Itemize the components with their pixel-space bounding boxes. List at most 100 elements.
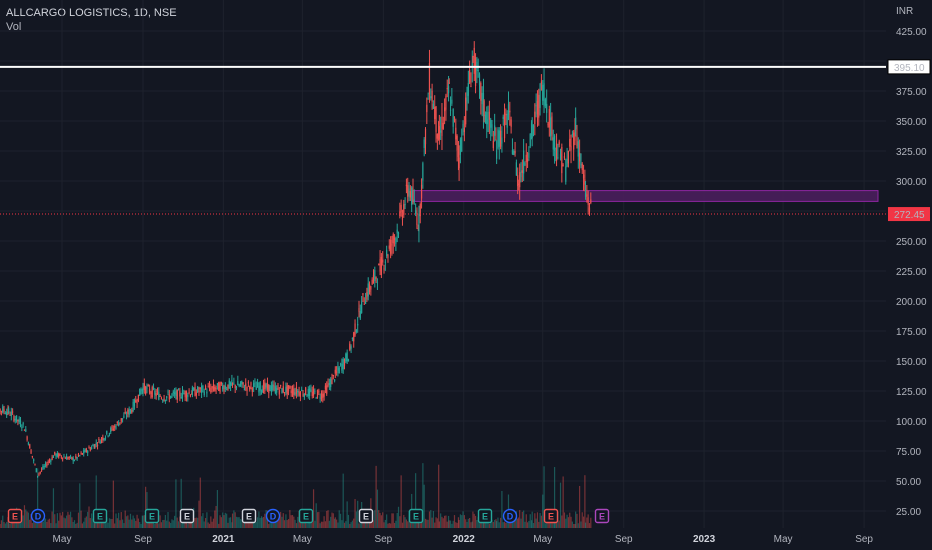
candle-body: [470, 86, 472, 88]
price-axis[interactable]: INR 25.00 50.00 75.00 100.00 125.00 150.00 175…: [896, 6, 927, 518]
support-zone[interactable]: [411, 190, 879, 202]
volume-bar: [143, 515, 145, 528]
volume-bar: [319, 523, 321, 528]
volume-bar: [220, 517, 222, 528]
candle-body: [408, 188, 410, 197]
candle-body: [80, 452, 82, 454]
volume-bar: [514, 516, 516, 528]
volume-bar: [72, 521, 74, 528]
earnings-marker[interactable]: E: [144, 508, 160, 524]
earnings-marker[interactable]: E: [298, 508, 314, 524]
volume-bar: [58, 520, 60, 528]
candle-body: [353, 332, 355, 342]
volume-bar: [162, 520, 164, 528]
dividend-circle: [265, 508, 281, 524]
volume-bar: [64, 518, 66, 528]
candle-body: [453, 116, 456, 119]
time-axis[interactable]: May Sep 2021 May Sep 2022 May Sep 2023 May Sep: [53, 534, 874, 545]
earnings-marker[interactable]: E: [358, 508, 374, 524]
candle-body: [150, 392, 152, 394]
candle-body: [215, 388, 217, 390]
earnings-marker[interactable]: E: [179, 508, 195, 524]
volume-bar: [569, 512, 571, 528]
earnings-marker[interactable]: E: [92, 508, 108, 524]
candle-body: [331, 377, 333, 385]
candle-body: [179, 391, 181, 397]
candle-body: [42, 466, 44, 469]
candle-body: [337, 366, 339, 371]
volume-bar: [431, 517, 433, 528]
candle-body: [543, 83, 545, 107]
volume-bar: [397, 506, 400, 528]
volume-bar: [515, 511, 517, 528]
dividend-marker[interactable]: D: [265, 508, 281, 524]
candle-body: [222, 385, 224, 390]
y-tick-label: 325.00: [896, 147, 927, 158]
candle-body: [253, 383, 255, 387]
candle-body: [542, 84, 544, 101]
volume-bar: [529, 514, 531, 528]
dividend-marker[interactable]: D: [30, 508, 46, 524]
candle-body: [152, 387, 155, 390]
volume-bar: [459, 514, 462, 528]
volume-bar: [330, 516, 332, 528]
candle-body: [456, 135, 458, 151]
earnings-marker[interactable]: E: [7, 508, 23, 524]
candle-body: [552, 137, 554, 150]
candle-body: [110, 428, 112, 433]
candle-body: [197, 386, 199, 392]
candle-body: [570, 145, 572, 151]
candle-body: [9, 414, 11, 416]
volume-bar: [353, 518, 355, 528]
earnings-marker[interactable]: E: [408, 508, 424, 524]
candle-body: [235, 386, 238, 389]
candle-body: [424, 128, 427, 145]
candle-body: [388, 245, 390, 249]
volume-bar: [542, 494, 544, 528]
earnings-marker[interactable]: E: [477, 508, 493, 524]
candle-body: [379, 258, 381, 272]
volume-bar: [456, 522, 458, 528]
level-lines[interactable]: [0, 65, 886, 215]
candle-body: [523, 150, 525, 174]
volume-bar: [297, 516, 299, 528]
candle-body: [361, 301, 363, 313]
candle-body: [4, 413, 6, 415]
candle-body: [175, 391, 177, 396]
volume-bar: [432, 511, 435, 528]
x-tick-label: May: [533, 534, 552, 545]
volume-bar: [379, 512, 381, 528]
candle-body: [324, 385, 327, 390]
volume-bar: [62, 511, 64, 528]
volume-bar: [372, 520, 375, 528]
resistance-tag-bg: [887, 59, 931, 75]
earnings-marker[interactable]: E: [241, 508, 257, 524]
volume-bar: [120, 512, 122, 528]
candle-body: [548, 109, 550, 128]
symbol-title: ALLCARGO LOGISTICS, 1D, NSE: [6, 7, 177, 19]
candle-body: [382, 259, 384, 263]
volume-bar: [577, 523, 579, 528]
earnings-marker[interactable]: E: [543, 508, 559, 524]
volume-bar: [499, 517, 502, 528]
candle-body: [492, 140, 494, 149]
candle-body: [386, 249, 388, 257]
volume-bar: [588, 523, 591, 528]
volume-bars: [0, 463, 592, 528]
volume-bar: [363, 521, 365, 528]
candle-body: [108, 433, 111, 435]
volume-bar: [80, 510, 82, 528]
dividend-marker[interactable]: D: [502, 508, 518, 524]
volume-bar: [553, 467, 556, 528]
candle-body: [141, 388, 143, 392]
volume-bar: [405, 519, 408, 528]
volume-bar: [92, 518, 94, 528]
support-zone-rect[interactable]: [411, 190, 879, 202]
volume-bar: [9, 523, 11, 528]
candle-body: [566, 158, 568, 167]
event-letter: E: [599, 512, 605, 522]
earnings-marker[interactable]: E: [594, 508, 610, 524]
candle-body: [231, 379, 233, 386]
